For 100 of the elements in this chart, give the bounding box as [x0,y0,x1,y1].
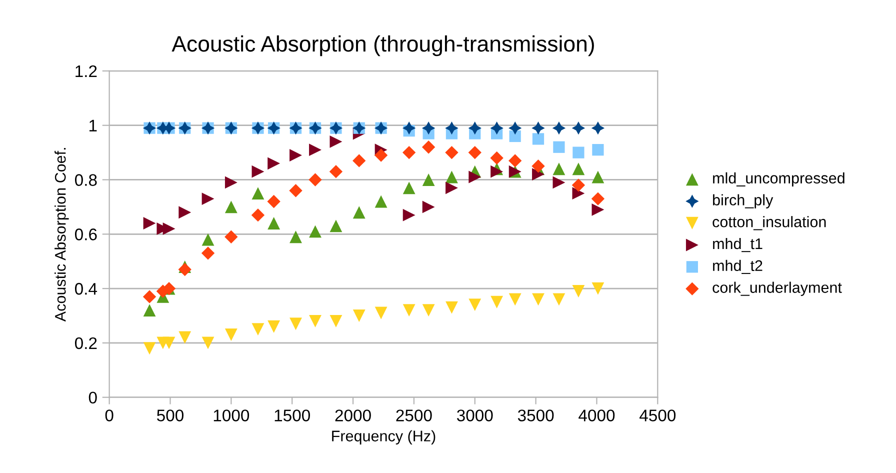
point [251,208,265,222]
point [592,203,604,216]
legend-label: mhd_t1 [713,238,762,252]
point [374,148,388,162]
point [309,225,322,238]
point [202,336,214,350]
point [592,144,604,156]
point [422,140,436,154]
legend-label: mhd_t2 [713,260,762,274]
x-tick-label: 4000 [578,410,615,422]
point [330,135,342,148]
x-tick-label: 4500 [640,410,676,422]
point [202,233,214,246]
point [468,170,482,184]
legend-label: cotton_insulation [712,216,826,230]
point [268,217,280,230]
point [162,336,176,350]
point [224,200,238,214]
point [468,146,482,160]
point [330,220,342,232]
point [224,176,238,189]
point [143,342,156,355]
point [162,222,176,235]
point [552,162,566,176]
point [532,293,544,306]
point [422,121,436,135]
point [422,304,435,316]
point [290,149,302,162]
x-tick-label: 3000 [456,410,493,422]
point [422,200,435,214]
point [468,121,482,135]
point [402,208,416,222]
point [490,296,504,308]
point [532,121,545,135]
point [330,314,342,328]
point [142,290,156,304]
point [329,164,343,178]
point [178,331,192,344]
point [552,121,566,135]
point [592,170,604,184]
point [290,318,302,330]
point [352,206,366,219]
legend-label: birch_ply [713,194,774,208]
point [202,192,214,205]
point [252,187,264,200]
point [468,298,482,312]
point [490,151,504,165]
x-tick-label: 0 [105,410,114,422]
y-tick-label: 1 [90,120,97,132]
point [422,174,435,186]
point [309,314,322,328]
point [490,121,504,135]
y-tick-label: 1.2 [76,65,97,77]
point [553,141,565,153]
point [268,320,280,333]
point [178,206,192,219]
point [402,121,416,135]
point [572,146,584,158]
point [143,217,156,230]
point [445,121,458,135]
x-tick-label: 3500 [518,410,554,422]
point [290,230,302,244]
point [552,176,566,189]
point [374,195,388,208]
point [309,144,322,156]
point [224,328,238,341]
point [224,230,238,244]
point [552,293,566,306]
point [445,146,458,160]
y-tick-label: 0.4 [74,282,98,295]
point [201,246,215,260]
point [508,121,522,135]
point [267,194,280,208]
point [508,154,522,168]
point [143,304,156,316]
point [402,182,416,194]
point [509,130,521,142]
point [446,170,458,184]
point [572,178,586,192]
x-tick-label: 500 [157,410,184,422]
point [374,306,388,320]
x-tick-label: 1000 [214,410,250,422]
y-tick-label: 0.2 [74,337,97,350]
point [592,282,604,295]
point [591,121,605,135]
point [352,310,366,322]
point [402,304,416,316]
point [446,301,458,314]
point [268,157,280,170]
x-tick-label: 2500 [396,410,432,422]
point [289,184,302,198]
point [252,165,264,178]
y-tick-label: 0.8 [74,174,97,186]
x-tick-label: 2000 [335,410,371,422]
x-tick-label: 1500 [274,410,310,422]
point [308,173,322,186]
point [402,146,416,160]
point [178,262,192,276]
legend-label: mld_uncompressed [713,172,844,187]
point [572,162,585,176]
